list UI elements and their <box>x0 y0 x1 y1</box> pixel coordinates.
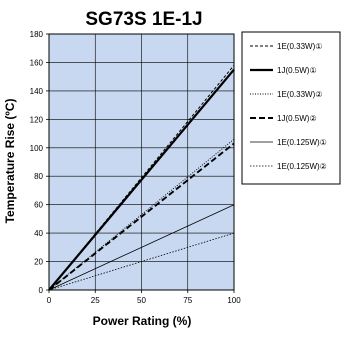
y-tick-label-7: 140 <box>30 87 44 96</box>
legend-label-5: 1E(0.125W)② <box>277 162 327 171</box>
series-line-4 <box>48 204 235 291</box>
y-tick-label-1: 20 <box>34 258 43 267</box>
series-line-3 <box>48 142 235 291</box>
x-tick-label-0: 0 <box>47 296 52 305</box>
x-tick-label-3: 75 <box>183 296 192 305</box>
y-tick-label-0: 0 <box>39 286 44 295</box>
legend: 1E(0.33W)① 1J(0.5W)① 1E(0.33W)② 1J(0.5W)② 1E… <box>241 31 341 185</box>
chart-title: SG73S 1E-1J <box>85 9 202 30</box>
y-tick-label-9: 180 <box>30 30 44 39</box>
x-tick-label-2: 50 <box>137 296 146 305</box>
series-lines <box>48 64 235 291</box>
series-line-5 <box>48 232 235 291</box>
legend-label-1: 1J(0.5W)① <box>277 66 317 75</box>
x-tick-label-4: 100 <box>227 296 241 305</box>
legend-box <box>241 31 341 185</box>
legend-label-0: 1E(0.33W)① <box>277 42 322 51</box>
legend-label-2: 1E(0.33W)② <box>277 90 322 99</box>
series-line-0 <box>48 64 235 291</box>
series-line-1 <box>48 68 235 291</box>
y-axis-label: Temperature Rise (ºC) <box>3 99 17 224</box>
x-axis-label: Power Rating (%) <box>93 314 192 328</box>
x-tick-label-1: 25 <box>91 296 100 305</box>
legend-label-3: 1J(0.5W)② <box>277 114 317 123</box>
y-tick-label-2: 40 <box>34 229 43 238</box>
legend-label-4: 1E(0.125W)① <box>277 138 327 147</box>
y-tick-label-5: 100 <box>30 144 44 153</box>
plot-border <box>48 33 235 291</box>
y-tick-label-3: 60 <box>34 201 43 210</box>
y-tick-label-4: 80 <box>34 172 43 181</box>
y-tick-label-8: 160 <box>30 58 44 67</box>
y-tick-label-6: 120 <box>30 115 44 124</box>
